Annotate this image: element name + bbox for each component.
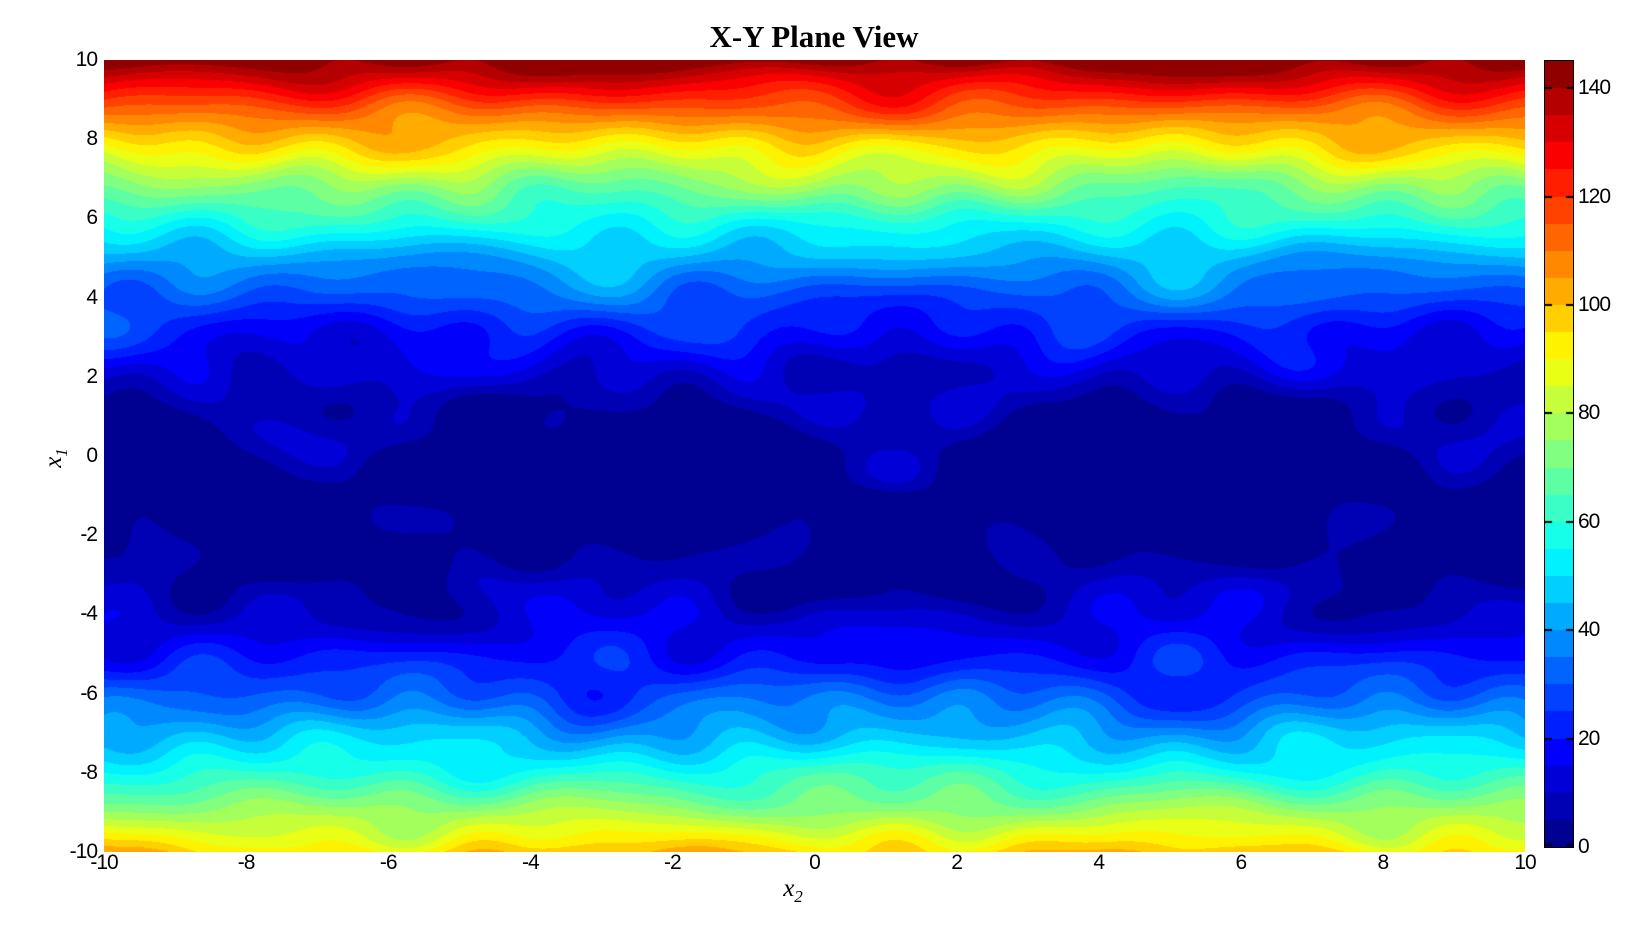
colorbar-tick-label: 0 [1578,835,1590,858]
y-tick-label: -2 [80,523,98,547]
colorbar-tick-label: 20 [1578,726,1600,750]
x-tick-label: 6 [1235,851,1247,874]
y-tick-label: 0 [86,444,98,467]
colorbar-tick-label: 140 [1578,76,1611,100]
x-tick-label: -8 [237,851,256,874]
y-tick-label: 6 [86,206,98,230]
chart-title: X-Y Plane View [709,19,919,54]
x-tick-label: -2 [664,851,682,874]
x-tick-label: -10 [90,851,118,874]
colorbar-tick-label: 80 [1578,401,1600,425]
x-tick-label: 8 [1377,851,1390,874]
x-tick-label: 10 [1514,851,1536,874]
colorbar-tick-label: 120 [1578,184,1611,208]
x-tick-label: 0 [809,851,821,874]
y-tick-label: 10 [75,48,98,71]
x-axis-label: x2 [783,875,803,906]
y-tick-label: -6 [80,681,98,705]
contour-plot [104,60,1525,852]
y-tick-label: -10 [69,840,98,863]
y-tick-label: 8 [86,127,98,151]
y-tick-label: -8 [80,760,98,784]
y-tick-label: -4 [80,602,98,626]
y-axis-label-base: x [40,456,67,468]
colorbar-tick-label: 100 [1578,292,1611,316]
y-tick-label: 4 [86,285,98,309]
colorbar-tick-label: 40 [1578,618,1600,642]
colorbar-tick-label: 60 [1578,509,1600,533]
x-tick-label: -6 [379,851,398,874]
x-axis-label-base: x [783,875,795,902]
y-axis-label-subscript: 1 [52,448,71,457]
y-tick-label: 2 [86,364,98,388]
x-tick-label: -4 [521,851,540,874]
x-tick-label: 2 [951,851,963,874]
x-tick-label: 4 [1093,851,1105,874]
x-axis-label-subscript: 2 [794,887,803,906]
colorbar [1544,60,1574,848]
y-axis-label: x1 [40,448,71,468]
